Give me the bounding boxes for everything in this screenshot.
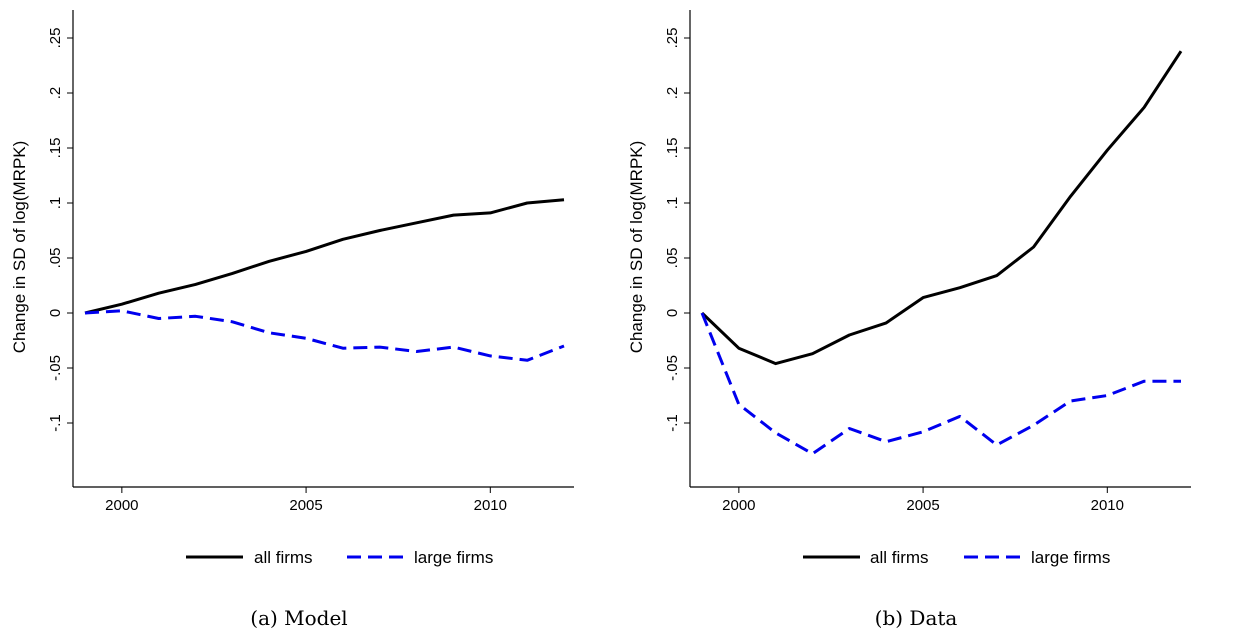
- y-tick-label: .2: [664, 87, 681, 100]
- legend-label-large-firms: large firms: [414, 548, 493, 567]
- plot-area-model: [72, 10, 574, 488]
- panel-model: Change in SD of log(MRPK) -.1 -.05 0 .05 .1.…: [10, 10, 574, 630]
- legend-label-large-firms: large firms: [1031, 548, 1110, 567]
- y-tick-label: .2: [47, 87, 64, 100]
- x-tick-label: 2000: [105, 497, 138, 514]
- y-tick-label: .05: [664, 248, 681, 269]
- legend-data: all firms large firms: [803, 548, 1110, 567]
- y-ticks-model: -.1 -.05 0 .05 .1 .15 .2 .25: [47, 28, 73, 432]
- y-tick-label: .15: [664, 138, 681, 159]
- series-line-all-firms: [84, 198, 565, 315]
- caption-data: (b) Data: [875, 606, 958, 630]
- y-tick-label: .15: [47, 138, 64, 159]
- y-tick-label: -.05: [664, 355, 681, 381]
- x-tick-label: 2000: [722, 497, 755, 514]
- y-tick-label: .25: [664, 28, 681, 49]
- series-line-large-firms: [84, 309, 565, 362]
- legend-label-all-firms: all firms: [870, 548, 929, 567]
- y-tick-label: -.05: [47, 355, 64, 381]
- legend-model: all firms large firms: [186, 548, 493, 567]
- y-tick-label: .1: [47, 197, 64, 210]
- y-ticks-data: -.1 -.05 0 .05 .1 .15 .2 .25: [664, 28, 690, 432]
- series-line-large-firms: [700, 312, 1181, 456]
- y-tick-label: .25: [47, 28, 64, 49]
- x-tick-label: 2010: [474, 497, 507, 514]
- y-tick-label: -.1: [664, 414, 681, 432]
- panel-data: Change in SD of log(MRPK) -.1 -.05 0 .05 .1.…: [627, 10, 1191, 630]
- caption-model: (a) Model: [250, 606, 347, 630]
- legend-label-all-firms: all firms: [254, 548, 313, 567]
- x-tick-label: 2005: [289, 497, 322, 514]
- y-tick-label: .1: [664, 197, 681, 210]
- x-ticks-data: 2000 2005 2010: [722, 487, 1124, 514]
- series-line-all-firms: [700, 50, 1183, 366]
- x-tick-label: 2010: [1091, 497, 1124, 514]
- plot-area-data: [689, 10, 1191, 488]
- y-tick-label: 0: [47, 309, 64, 317]
- x-tick-label: 2005: [906, 497, 939, 514]
- x-ticks-model: 2000 2005 2010: [105, 487, 507, 514]
- y-tick-label: 0: [664, 309, 681, 317]
- y-tick-label: .05: [47, 248, 64, 269]
- y-tick-label: -.1: [47, 414, 64, 432]
- y-axis-title-data: Change in SD of log(MRPK): [627, 141, 646, 354]
- y-axis-title-model: Change in SD of log(MRPK): [10, 141, 29, 354]
